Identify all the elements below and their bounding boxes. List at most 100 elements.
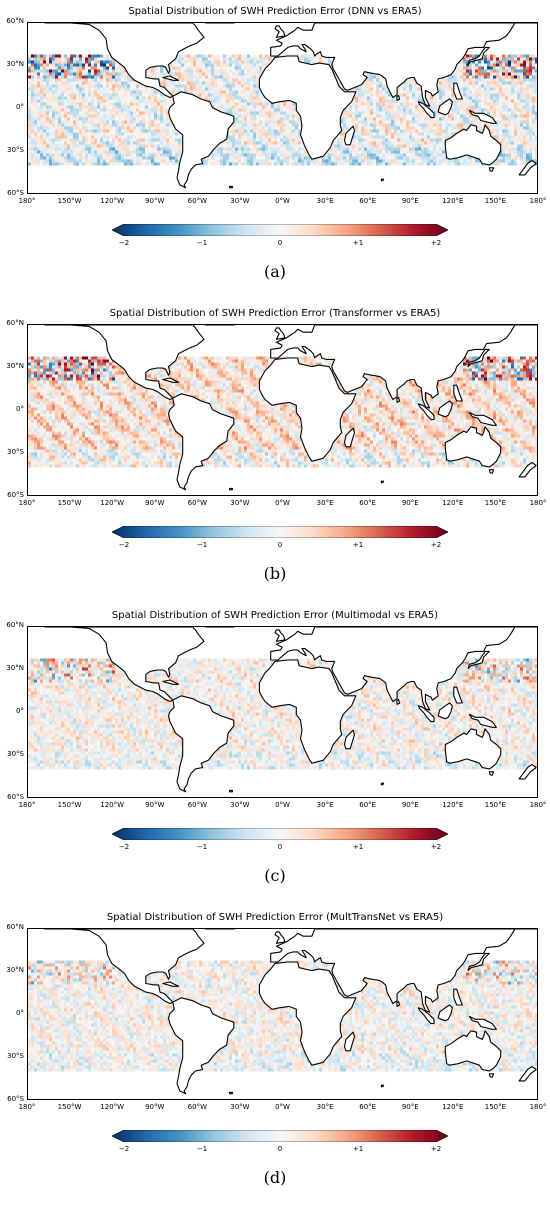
map-area (27, 928, 538, 1100)
longitude-label: 120°W (97, 499, 127, 507)
longitude-label: 180° (523, 1103, 550, 1111)
longitude-label: 150°E (480, 801, 510, 809)
latitude-label: 60°S (0, 491, 24, 499)
landmass-sri-lanka (397, 95, 400, 100)
colorbar-tick: −2 (114, 239, 134, 247)
longitude-label: 180° (523, 197, 550, 205)
longitude-label: 150°W (55, 499, 85, 507)
latitude-label: 0° (0, 405, 24, 413)
longitude-label: 180° (12, 801, 42, 809)
latitude-label: 30°S (0, 1052, 24, 1060)
colorbar-tick: +2 (426, 239, 446, 247)
longitude-label: 90°E (395, 1103, 425, 1111)
longitude-label: 90°W (140, 1103, 170, 1111)
error-map (28, 23, 538, 194)
colorbar-tick: 0 (270, 1145, 290, 1153)
longitude-label: 30°E (310, 1103, 340, 1111)
longitude-label: 150°E (480, 499, 510, 507)
landmass-tasmania (489, 1074, 493, 1078)
longitude-label: 120°E (438, 1103, 468, 1111)
colorbar-tick: −1 (192, 843, 212, 851)
landmass-uk (275, 328, 285, 339)
latitude-label: 30°S (0, 750, 24, 758)
colorbar-tick: 0 (270, 239, 290, 247)
longitude-label: 30°E (310, 801, 340, 809)
colorbar-tick: −2 (114, 843, 134, 851)
latitude-label: 30°N (0, 60, 24, 68)
landmass-sri-lanka (397, 397, 400, 402)
error-map (28, 627, 538, 798)
landmass-kerguelen (381, 783, 383, 785)
longitude-label: 120°W (97, 801, 127, 809)
longitude-label: 90°W (140, 197, 170, 205)
colorbar (112, 224, 448, 236)
longitude-label: 90°E (395, 499, 425, 507)
latitude-label: 30°S (0, 448, 24, 456)
longitude-label: 30°E (310, 197, 340, 205)
panel-title: Spatial Distribution of SWH Prediction E… (0, 6, 550, 17)
panel-title: Spatial Distribution of SWH Prediction E… (0, 308, 550, 319)
latitude-label: 60°S (0, 189, 24, 197)
longitude-label: 60°E (353, 197, 383, 205)
colorbar-tick: +1 (348, 843, 368, 851)
longitude-label: 90°E (395, 801, 425, 809)
latitude-label: 30°N (0, 362, 24, 370)
landmass-sri-island-south-georgia (230, 186, 233, 187)
longitude-label: 180° (523, 499, 550, 507)
longitude-label: 0°W (268, 197, 298, 205)
latitude-label: 0° (0, 103, 24, 111)
longitude-label: 120°W (97, 1103, 127, 1111)
panel-title: Spatial Distribution of SWH Prediction E… (0, 912, 550, 923)
longitude-label: 180° (12, 197, 42, 205)
latitude-label: 0° (0, 1009, 24, 1017)
colorbar-tick: 0 (270, 843, 290, 851)
landmass-kerguelen (381, 1085, 383, 1087)
map-area (27, 22, 538, 194)
longitude-label: 150°E (480, 197, 510, 205)
colorbar-tick: +2 (426, 541, 446, 549)
longitude-label: 60°W (182, 1103, 212, 1111)
landmass-uk (275, 932, 285, 943)
landmass-kerguelen (381, 481, 383, 483)
latitude-label: 60°N (0, 923, 24, 931)
longitude-label: 0°W (268, 801, 298, 809)
error-map (28, 325, 538, 496)
longitude-label: 90°W (140, 801, 170, 809)
longitude-label: 60°W (182, 499, 212, 507)
landmass-sri-lanka (397, 699, 400, 704)
colorbar-gradient (112, 526, 448, 538)
colorbar-tick: 0 (270, 541, 290, 549)
colorbar-tick: −2 (114, 1145, 134, 1153)
latitude-label: 60°N (0, 319, 24, 327)
longitude-label: 0°W (268, 499, 298, 507)
longitude-label: 30°W (225, 499, 255, 507)
landmass-kerguelen (381, 179, 383, 181)
longitude-label: 60°E (353, 1103, 383, 1111)
longitude-label: 0°W (268, 1103, 298, 1111)
panel-label: (a) (0, 262, 550, 281)
map-area (27, 324, 538, 496)
latitude-label: 30°N (0, 664, 24, 672)
latitude-label: 60°S (0, 793, 24, 801)
colorbar (112, 828, 448, 840)
longitude-label: 30°W (225, 801, 255, 809)
longitude-label: 60°E (353, 499, 383, 507)
latitude-label: 60°S (0, 1095, 24, 1103)
longitude-label: 120°E (438, 801, 468, 809)
longitude-label: 120°W (97, 197, 127, 205)
longitude-label: 180° (12, 1103, 42, 1111)
panel-label: (c) (0, 866, 550, 885)
longitude-label: 90°E (395, 197, 425, 205)
map-panel: Spatial Distribution of SWH Prediction E… (0, 302, 550, 602)
longitude-label: 150°W (55, 197, 85, 205)
colorbar-gradient (112, 1130, 448, 1142)
colorbar-tick: −2 (114, 541, 134, 549)
landmass-sri-island-south-georgia (230, 488, 233, 489)
colorbar-tick: +1 (348, 541, 368, 549)
landmass-sri-island-south-georgia (230, 790, 233, 791)
colorbar-gradient (112, 828, 448, 840)
latitude-label: 60°N (0, 17, 24, 25)
panel-label: (b) (0, 564, 550, 583)
colorbar (112, 1130, 448, 1142)
longitude-label: 60°W (182, 197, 212, 205)
